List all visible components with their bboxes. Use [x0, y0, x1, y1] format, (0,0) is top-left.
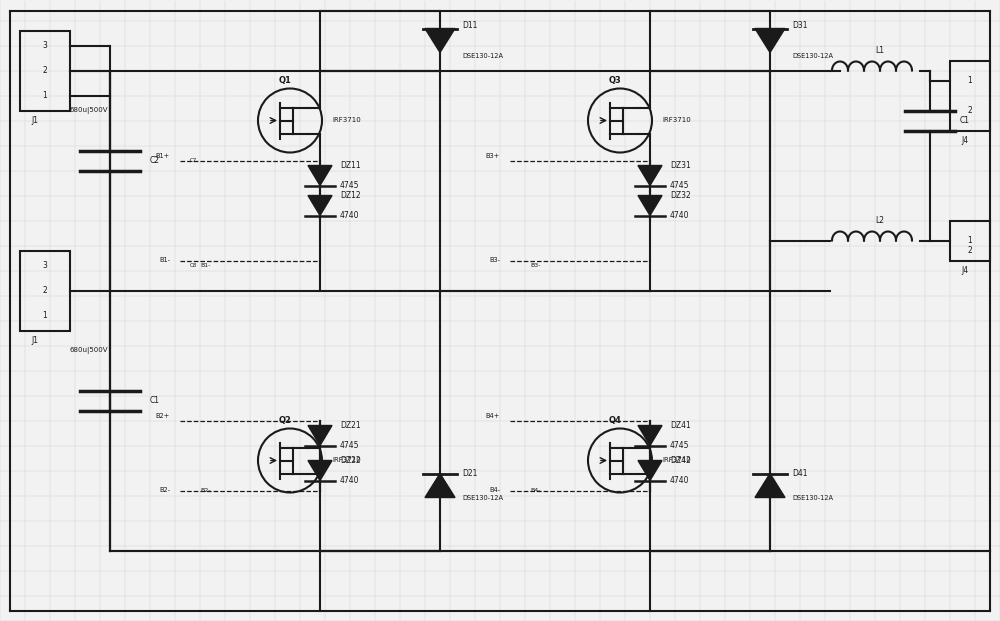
Text: D41: D41 — [792, 469, 808, 478]
Text: B3-: B3- — [489, 258, 500, 263]
Text: J4: J4 — [961, 136, 969, 145]
Text: DZ41: DZ41 — [670, 421, 691, 430]
Polygon shape — [308, 166, 332, 186]
Text: C8: C8 — [190, 263, 197, 268]
Bar — [20, 30, 70, 111]
Text: 1: 1 — [968, 76, 972, 85]
Polygon shape — [308, 196, 332, 215]
Text: C2: C2 — [150, 156, 160, 165]
Text: 4740: 4740 — [340, 476, 360, 485]
Text: L1: L1 — [876, 46, 885, 55]
Polygon shape — [425, 29, 455, 53]
Text: B2+: B2+ — [156, 412, 170, 419]
Text: D31: D31 — [792, 21, 808, 30]
Text: 1: 1 — [968, 236, 972, 245]
Text: 4745: 4745 — [670, 181, 690, 190]
Bar — [950, 60, 990, 130]
Polygon shape — [755, 473, 785, 497]
Text: DZ12: DZ12 — [340, 191, 361, 200]
Text: 3: 3 — [43, 261, 47, 270]
Text: DZ42: DZ42 — [670, 456, 691, 465]
Text: B2-: B2- — [159, 487, 170, 494]
Text: DZ32: DZ32 — [670, 191, 691, 200]
Text: DZ22: DZ22 — [340, 456, 361, 465]
Text: B4-: B4- — [530, 488, 540, 493]
Text: DSE130-12A: DSE130-12A — [792, 494, 833, 501]
Text: IRF3710: IRF3710 — [333, 458, 361, 463]
Text: 2: 2 — [43, 66, 47, 75]
Text: DZ31: DZ31 — [670, 161, 691, 170]
Text: 4745: 4745 — [340, 181, 360, 190]
Text: L2: L2 — [876, 216, 885, 225]
Text: 2: 2 — [968, 246, 972, 255]
Polygon shape — [308, 461, 332, 481]
Text: 4745: 4745 — [340, 441, 360, 450]
Text: DZ21: DZ21 — [340, 421, 361, 430]
Polygon shape — [755, 29, 785, 53]
Text: D21: D21 — [462, 469, 477, 478]
Bar — [950, 220, 990, 260]
Text: 4740: 4740 — [340, 211, 360, 220]
Text: Q3: Q3 — [609, 76, 621, 85]
Text: J4: J4 — [961, 266, 969, 275]
Polygon shape — [638, 166, 662, 186]
Text: 1: 1 — [43, 311, 47, 320]
Polygon shape — [425, 473, 455, 497]
Text: C1: C1 — [150, 396, 160, 405]
Text: J1: J1 — [32, 336, 38, 345]
Text: DSE130-12A: DSE130-12A — [462, 53, 503, 58]
Text: B1+: B1+ — [156, 153, 170, 158]
Text: B4-: B4- — [489, 487, 500, 494]
Polygon shape — [638, 196, 662, 215]
Text: D11: D11 — [462, 21, 477, 30]
Text: 4740: 4740 — [670, 211, 690, 220]
Text: B3-: B3- — [530, 263, 540, 268]
Text: Q2: Q2 — [279, 416, 291, 425]
Polygon shape — [638, 425, 662, 445]
Text: IRF3710: IRF3710 — [333, 117, 361, 124]
Text: B4+: B4+ — [486, 412, 500, 419]
Bar — [20, 250, 70, 330]
Text: B2-: B2- — [200, 488, 210, 493]
Text: C1: C1 — [960, 116, 970, 125]
Polygon shape — [638, 461, 662, 481]
Text: B1-: B1- — [200, 263, 210, 268]
Text: 680u|500V: 680u|500V — [70, 347, 108, 354]
Text: 3: 3 — [43, 41, 47, 50]
Text: 4745: 4745 — [670, 441, 690, 450]
Text: C7: C7 — [190, 158, 197, 163]
Text: DSE130-12A: DSE130-12A — [792, 53, 833, 58]
Text: 2: 2 — [968, 106, 972, 115]
Text: B3+: B3+ — [486, 153, 500, 158]
Text: DZ11: DZ11 — [340, 161, 361, 170]
Text: J1: J1 — [32, 116, 38, 125]
Text: 680u|500V: 680u|500V — [70, 107, 108, 114]
Text: IRF3710: IRF3710 — [663, 458, 691, 463]
Text: 4740: 4740 — [670, 476, 690, 485]
Text: 2: 2 — [43, 286, 47, 295]
Text: B1-: B1- — [159, 258, 170, 263]
Polygon shape — [308, 425, 332, 445]
Text: Q4: Q4 — [609, 416, 621, 425]
Text: DSE130-12A: DSE130-12A — [462, 494, 503, 501]
Text: IRF3710: IRF3710 — [663, 117, 691, 124]
Text: 1: 1 — [43, 91, 47, 100]
Text: Q1: Q1 — [279, 76, 291, 85]
